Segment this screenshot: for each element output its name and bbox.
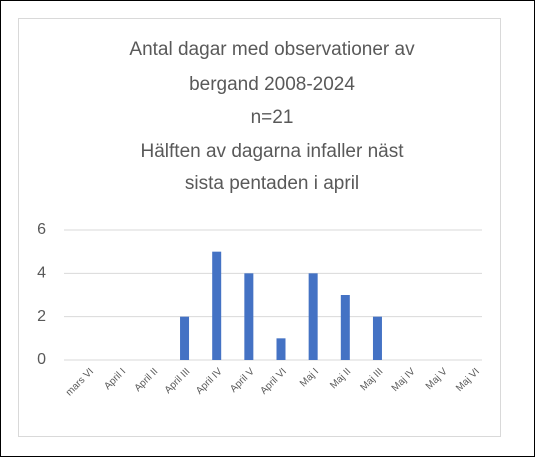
y-tick-label: 4	[37, 265, 46, 282]
bar	[180, 316, 190, 360]
bar	[308, 273, 318, 360]
chart-title: Hälften av dagarna infaller näst	[141, 141, 405, 162]
y-tick-label: 2	[37, 308, 46, 325]
bar	[372, 316, 382, 360]
chart-area	[18, 18, 501, 437]
bar	[276, 338, 286, 360]
chart-title: sista pentaden i april	[185, 173, 359, 194]
y-tick-label: 0	[37, 351, 46, 368]
chart-title: n=21	[251, 107, 294, 128]
chart-title: bergand 2008-2024	[189, 74, 355, 95]
chart-title: Antal dagar med observationer av	[129, 39, 415, 60]
bar	[244, 273, 254, 360]
y-tick-label: 6	[37, 221, 46, 238]
bar	[212, 251, 222, 360]
bar	[340, 295, 350, 360]
